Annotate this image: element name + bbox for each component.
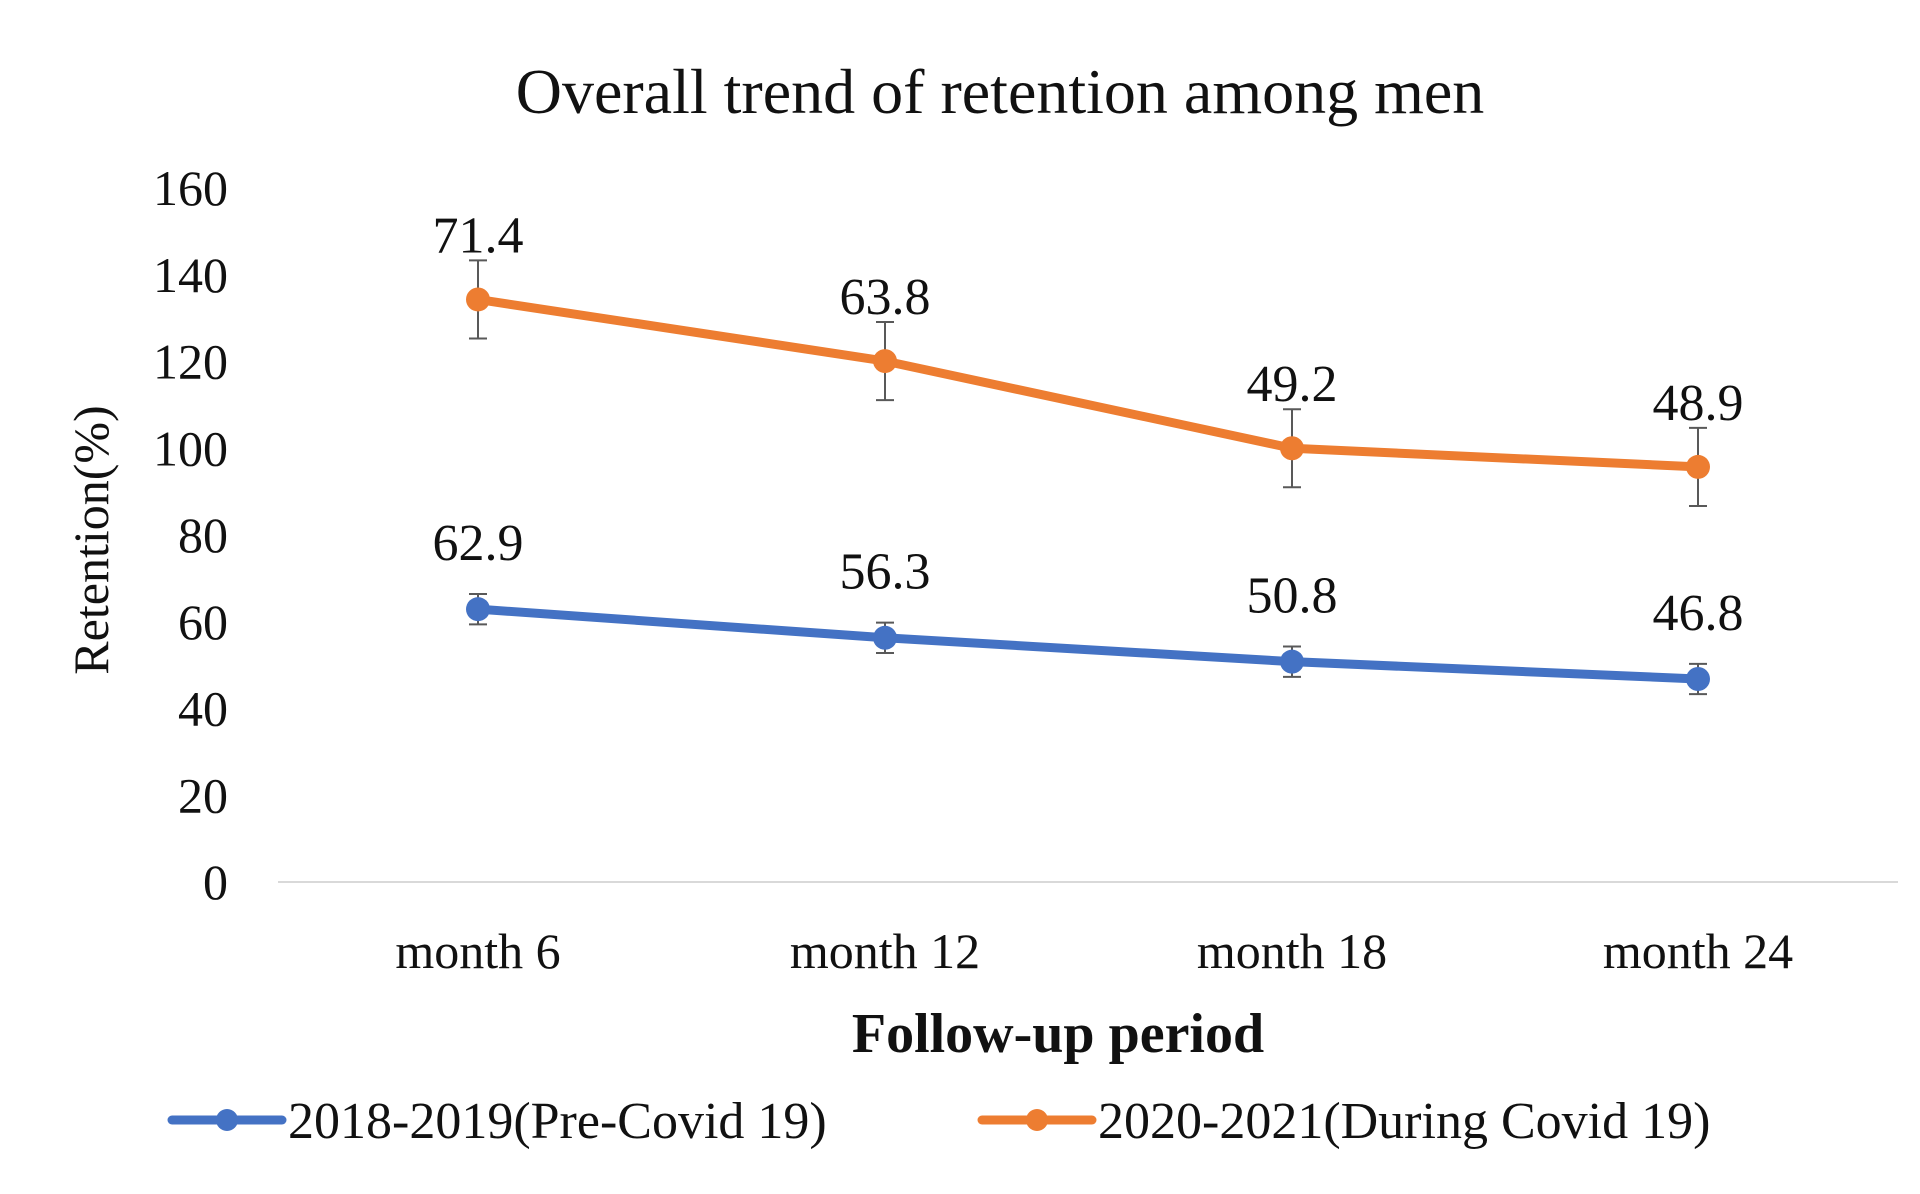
y-tick-label: 0 — [203, 854, 228, 910]
data-label: 46.8 — [1653, 585, 1744, 642]
legend-item: 2020-2021(During Covid 19) — [977, 1093, 1710, 1150]
y-tick-label: 160 — [153, 160, 228, 216]
data-point — [873, 349, 897, 374]
legend-label: 2018-2019(Pre-Covid 19) — [288, 1093, 827, 1150]
x-tick-label: month 24 — [1603, 923, 1793, 979]
data-label: 49.2 — [1247, 356, 1338, 413]
data-label: 48.9 — [1653, 375, 1744, 432]
data-label: 50.8 — [1247, 567, 1338, 624]
data-point — [466, 597, 490, 622]
y-axis-ticks: 0 20 40 60 80 100 120 140 160 — [153, 160, 228, 910]
x-axis-categories: month 6 month 12 month 18 month 24 — [395, 923, 1793, 979]
legend-swatch-marker — [216, 1109, 238, 1131]
data-point — [1280, 649, 1304, 674]
legend-label: 2020-2021(During Covid 19) — [1098, 1093, 1710, 1150]
legend: 2018-2019(Pre-Covid 19) 2020-2021(During … — [167, 1093, 1710, 1150]
y-tick-label: 40 — [178, 681, 228, 737]
data-point — [873, 625, 897, 650]
series-line — [473, 604, 1703, 684]
legend-swatch-marker — [1026, 1109, 1048, 1131]
data-point — [466, 287, 490, 312]
data-label: 63.8 — [840, 269, 931, 326]
y-tick-label: 140 — [153, 247, 228, 303]
data-label: 62.9 — [433, 515, 524, 572]
x-tick-label: month 18 — [1197, 923, 1387, 979]
x-tick-label: month 6 — [395, 923, 560, 979]
x-tick-label: month 12 — [790, 923, 980, 979]
chart-title: Overall trend of retention among men — [516, 56, 1485, 127]
series-line — [473, 294, 1703, 472]
y-tick-label: 20 — [178, 767, 228, 823]
data-point — [1280, 436, 1304, 461]
series-during-covid: 71.4 63.8 49.2 48.9 — [433, 207, 1744, 507]
y-tick-label: 120 — [153, 334, 228, 390]
y-axis-title: Retention(%) — [63, 405, 119, 674]
y-tick-label: 80 — [178, 507, 228, 563]
y-tick-label: 60 — [178, 594, 228, 650]
data-label: 71.4 — [433, 207, 524, 264]
data-point — [1686, 667, 1710, 692]
legend-item: 2018-2019(Pre-Covid 19) — [167, 1093, 827, 1150]
data-point — [1686, 454, 1710, 479]
x-axis-title: Follow-up period — [852, 1003, 1264, 1065]
y-tick-label: 100 — [153, 420, 228, 476]
data-label: 56.3 — [840, 544, 931, 601]
series-layer: 62.9 56.3 50.8 46.8 71.4 63.8 49.2 48.9 — [433, 207, 1744, 696]
series-pre-covid: 62.9 56.3 50.8 46.8 — [433, 515, 1744, 696]
